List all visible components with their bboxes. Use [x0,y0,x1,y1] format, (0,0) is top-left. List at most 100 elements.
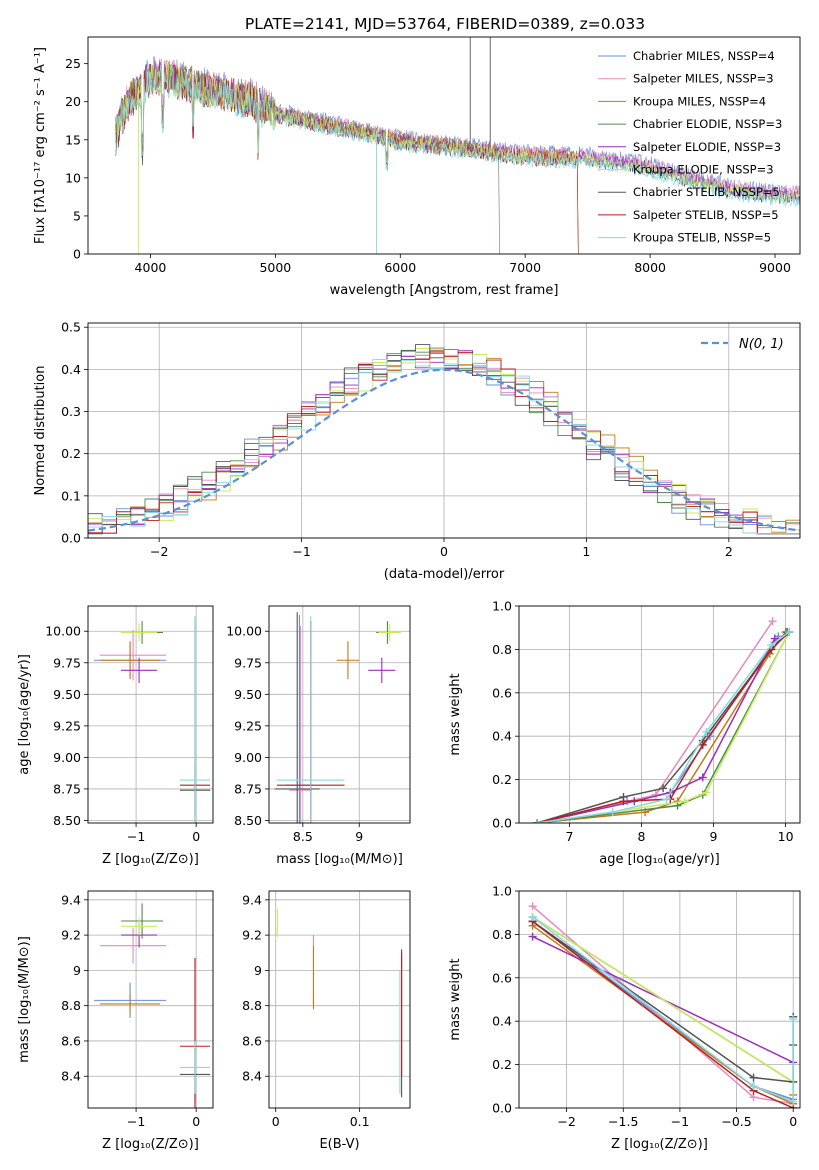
weight-marker [702,727,711,736]
y-tick-label: 9.25 [53,718,81,733]
weight-line [536,631,790,823]
weight-marker [702,788,711,797]
y-tick-label: 9.50 [53,687,81,702]
x-tick-label: −1 [671,1114,689,1129]
weight-line [532,920,794,1101]
axes-frame [87,36,801,255]
y-axis-label: mass weight [448,958,463,1040]
y-tick-label: 0.4 [61,362,81,377]
histogram-step [88,344,800,535]
weight-marker [698,740,707,749]
axes-frame [87,890,214,1109]
y-tick-label: 8.4 [242,1069,262,1084]
weight-marker [662,795,671,804]
weight-marker [789,1097,798,1106]
weight-marker [789,1015,798,1024]
y-axis-label: Flux [fλ10⁻¹⁷ erg cm⁻² s⁻¹ A⁻¹] [33,47,48,244]
y-tick-label: 0.1 [61,488,81,503]
panel-massweight_vs_age: 7 8 9 10 0.0 0.2 0.4 0.6 0.8 1.0 age [log₁₀(age/yr… [448,599,801,867]
y-axis-label: mass [log₁₀(M/M⊙)] [17,936,32,1063]
legend-label: Chabrier STELIB, NSSP=5 [633,185,780,199]
x-axis-label: E(B-V) [319,1137,359,1152]
plot-area [528,902,798,1108]
y-tick-label: 1.0 [492,884,512,899]
y-tick-label: 9 [73,963,81,978]
histogram-step [88,351,800,535]
x-tick-label: 7 [565,829,573,844]
y-axis-label: Normed distribution [33,366,48,496]
y-tick-label: 9.2 [242,928,262,943]
legend-label: N(0, 1) [739,337,784,352]
x-tick-label: −2 [150,544,168,559]
histogram-step [88,353,800,535]
weight-marker [749,1082,758,1091]
y-tick-label: 9.75 [53,655,81,670]
weight-line [536,620,774,823]
x-tick-label: −1 [127,829,145,844]
y-tick-label: 0.0 [492,1101,512,1116]
plot-area [115,37,800,254]
y-tick-label: 8.75 [53,781,81,796]
y-tick-label: 9.75 [234,655,262,670]
y-tick-label: 0.4 [492,1014,512,1029]
x-axis-label: Z [log₁₀(Z/Z⊙)] [611,1137,708,1152]
y-tick-label: 0.5 [61,320,81,335]
x-tick-label: 6000 [384,260,416,275]
y-tick-label: 9.4 [242,892,262,907]
x-tick-label: 10 [778,829,794,844]
y-tick-label: 0.0 [492,816,512,831]
y-tick-label: 9 [254,963,262,978]
weight-line [536,638,776,823]
x-tick-label: −0.5 [721,1114,751,1129]
x-tick-label: −1 [292,544,310,559]
weight-marker [767,641,776,650]
y-tick-label: 9.2 [61,928,81,943]
y-tick-label: 10.00 [45,624,81,639]
y-tick-label: 10 [65,170,81,185]
figure-title: PLATE=2141, MJD=53764, FIBERID=0389, z=0… [245,15,645,33]
x-tick-label: 0 [192,1114,200,1129]
y-tick-label: 0.6 [492,685,512,700]
legend-label: Kroupa ELODIE, NSSP=3 [633,163,774,177]
y-tick-label: 8.8 [61,998,81,1013]
weight-marker [528,913,537,922]
y-tick-label: 0.8 [492,927,512,942]
y-tick-label: 8.50 [53,813,81,828]
plot-area [94,616,210,823]
x-tick-label: 9 [355,829,363,844]
x-axis-label: Z [log₁₀(Z/Z⊙)] [102,1137,199,1152]
gaussian-curve [88,368,800,532]
x-tick-label: 0.1 [350,1114,370,1129]
x-tick-label: 0 [440,544,448,559]
spectrum-line [115,63,500,254]
x-axis-label: (data-model)/error [384,567,505,582]
y-tick-label: 0.2 [492,772,512,787]
y-tick-label: 0.3 [61,404,81,419]
axes-frame [518,890,801,1109]
weight-marker [770,634,779,643]
weight-marker [768,617,777,626]
legend-label: Salpeter ELODIE, NSSP=3 [633,140,781,154]
weight-marker [698,773,707,782]
axes-frame [518,605,801,824]
y-tick-label: 8.6 [242,1033,262,1048]
panel-massweight_vs_Z: −2 −1.5 −1 −0.5 0 0.0 0.2 0.4 0.6 0.8 1.0 Z [log₁₀(… [448,884,801,1152]
x-tick-label: 1 [582,544,590,559]
legend-label: Salpeter MILES, NSSP=3 [633,72,774,86]
y-tick-label: 0.0 [61,531,81,546]
x-tick-label: 7000 [509,260,541,275]
y-tick-label: 8.50 [234,813,262,828]
x-tick-label: 9 [710,829,718,844]
legend: N(0, 1) [701,337,784,352]
y-tick-label: 0.8 [492,642,512,657]
x-tick-label: 0 [789,1114,797,1129]
legend-label: Salpeter STELIB, NSSP=5 [633,208,779,222]
y-tick-label: 0.4 [492,729,512,744]
y-tick-label: 10.00 [226,624,262,639]
y-tick-label: 5 [73,208,81,223]
plot-area [94,903,210,1108]
y-tick-label: 8.4 [61,1069,81,1084]
y-axis-label: mass weight [448,673,463,755]
plot-area [533,617,794,823]
x-tick-label: 2 [725,544,733,559]
